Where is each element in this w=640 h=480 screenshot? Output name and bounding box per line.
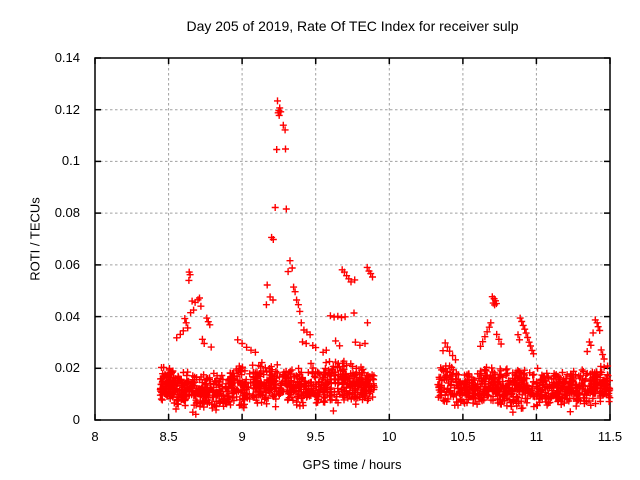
x-tick-label: 10.5 xyxy=(450,429,476,444)
x-tick-label: 11 xyxy=(529,429,544,444)
x-tick-label: 9 xyxy=(238,429,246,444)
x-tick-label: 8 xyxy=(91,429,99,444)
y-tick-label: 0.12 xyxy=(54,101,80,117)
y-tick-label: 0.08 xyxy=(54,205,80,221)
y-tick-label: 0.04 xyxy=(54,308,80,324)
y-tick-label: 0.14 xyxy=(54,50,80,65)
x-tick-label: 11.5 xyxy=(597,429,623,444)
x-tick-label: 8.5 xyxy=(159,429,178,444)
y-tick-label: 0.06 xyxy=(54,256,80,272)
x-tick-label: 10 xyxy=(382,429,397,444)
y-axis-label: ROTI / TECUs xyxy=(27,197,43,281)
y-tick-label: 0 xyxy=(72,412,80,427)
x-tick-label: 9.5 xyxy=(306,429,325,444)
x-axis-label: GPS time / hours xyxy=(302,457,402,472)
chart-title: Day 205 of 2019, Rate Of TEC Index for r… xyxy=(186,18,519,34)
data-points xyxy=(156,97,614,418)
y-tick-label: 0.1 xyxy=(61,153,80,169)
y-tick-label: 0.02 xyxy=(54,360,80,376)
plot-border xyxy=(94,57,611,421)
